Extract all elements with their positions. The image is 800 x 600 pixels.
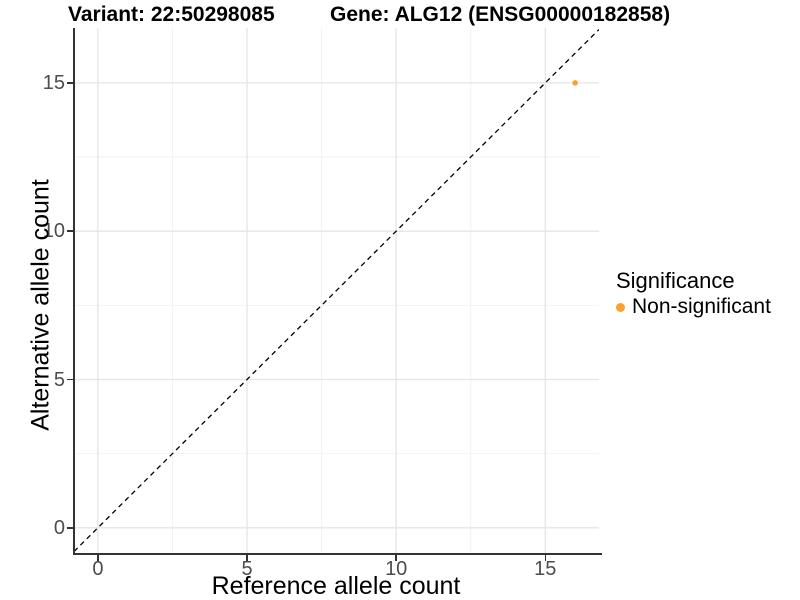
y-tick-mark [67, 230, 73, 232]
legend-point-icon [616, 302, 625, 312]
x-axis-title: Reference allele count [211, 572, 461, 600]
y-axis-line [73, 28, 75, 555]
y-tick-mark [67, 378, 73, 381]
legend-entry-non-significant: Non-significant [616, 295, 771, 319]
x-tick-mark [395, 555, 397, 561]
x-tick-label: 5 [241, 558, 253, 580]
x-tick-mark [246, 555, 248, 561]
y-axis-title: Alternative allele count [26, 179, 55, 431]
data-point [572, 80, 578, 86]
x-axis-line [73, 553, 602, 555]
x-tick-label: 0 [92, 558, 104, 580]
y-tick-mark [67, 82, 73, 84]
y-tick-label: 0 [53, 516, 65, 539]
legend-entry-label: Non-significant [632, 295, 771, 318]
legend: Significance Non-significant [616, 268, 771, 319]
plot-canvas [74, 28, 599, 553]
plot-title-variant: Variant: 22:50298085 [68, 3, 275, 26]
y-tick-label: 5 [53, 368, 65, 391]
x-tick-label: 15 [534, 558, 557, 580]
plot-title-gene: Gene: ALG12 (ENSG00000182858) [330, 3, 671, 26]
plot-panel [74, 28, 599, 553]
x-tick-mark [544, 555, 547, 561]
identity-reference-line [74, 29, 599, 552]
y-tick-label: 10 [42, 220, 65, 243]
y-tick-mark [67, 527, 73, 529]
x-tick-mark [97, 555, 99, 561]
y-tick-label: 15 [42, 71, 65, 94]
x-tick-label: 10 [385, 558, 408, 580]
legend-title: Significance [616, 268, 735, 293]
